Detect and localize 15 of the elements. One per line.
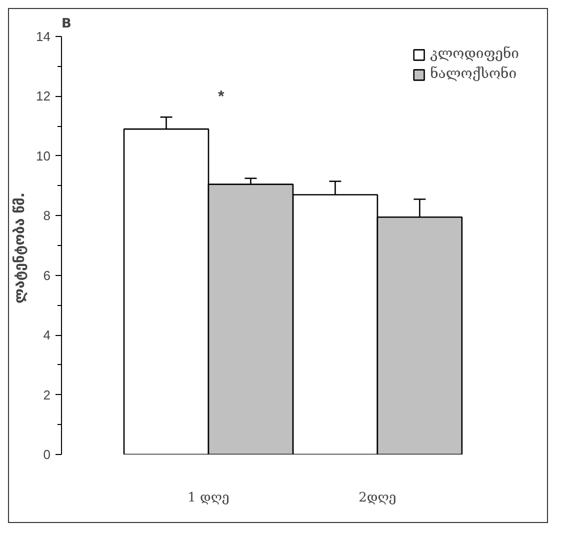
x-tick-label: 1 დღე — [188, 490, 230, 506]
legend-label: ნალოქსონი — [430, 66, 517, 82]
y-tick-label: 12 — [36, 88, 51, 104]
x-tick-label: 2დღე — [358, 490, 396, 506]
y-tick-label: 6 — [43, 268, 51, 283]
y-tick-label: 10 — [36, 148, 51, 164]
y-tick-label: 14 — [36, 29, 51, 44]
y-axis-title: ლატენტობა წმ. — [12, 192, 28, 304]
chart-title: B — [62, 16, 72, 32]
legend-label: კლოდიფენი — [430, 46, 519, 62]
y-tick-label: 4 — [43, 328, 51, 343]
annotation: * — [218, 88, 226, 106]
y-tick-label: 0 — [43, 447, 51, 462]
y-tick-label: 8 — [43, 208, 51, 224]
y-tick-label: 2 — [43, 387, 51, 402]
